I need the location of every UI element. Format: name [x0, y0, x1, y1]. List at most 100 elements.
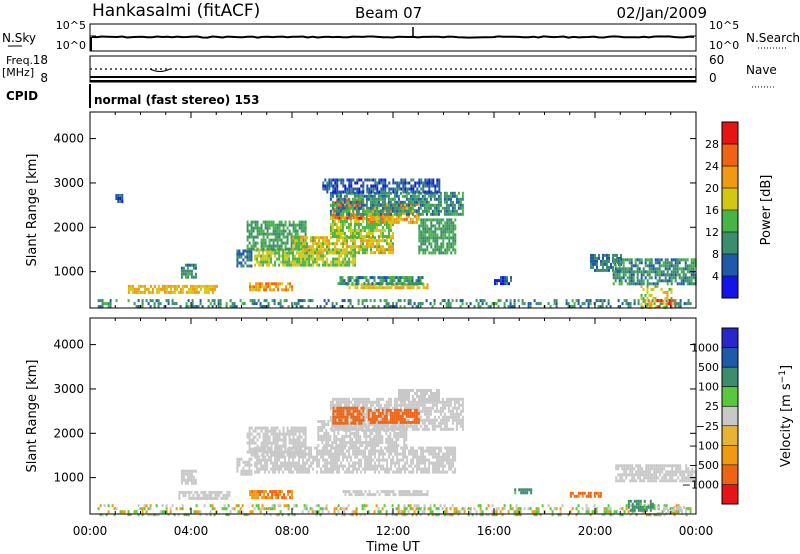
scatter-cell	[266, 450, 269, 454]
scatter-cell	[349, 513, 352, 517]
scatter-cell	[676, 267, 679, 271]
scatter-cell	[349, 229, 352, 232]
scatter-cell	[391, 203, 394, 207]
scatter-cell	[271, 493, 274, 497]
scatter-cell	[463, 507, 466, 511]
scatter-cell	[188, 496, 191, 500]
scatter-cell	[284, 467, 287, 471]
scatter-cell	[387, 223, 390, 226]
scatter-cell	[396, 449, 399, 453]
scatter-cell	[620, 258, 623, 262]
scatter-cell	[344, 452, 347, 456]
scatter-cell	[655, 513, 658, 517]
scatter-cell	[260, 263, 263, 267]
scatter-cell	[300, 257, 303, 261]
scatter-cell	[195, 290, 198, 294]
scatter-cell	[428, 190, 431, 194]
scatter-cell	[265, 496, 268, 500]
scatter-cell	[260, 232, 263, 236]
scatter-cell	[359, 438, 362, 441]
scatter-cell	[253, 302, 256, 306]
scatter-cell	[380, 248, 382, 252]
scatter-cell	[266, 458, 269, 462]
scatter-cell	[389, 212, 392, 216]
scatter-cell	[348, 257, 351, 261]
scatter-cell	[258, 432, 261, 436]
scatter-cell	[345, 200, 348, 204]
scatter-cell	[521, 299, 524, 303]
scatter-cell	[266, 467, 269, 471]
scatter-cell	[674, 305, 677, 309]
scatter-cell	[186, 263, 189, 267]
scatter-cell	[369, 194, 372, 198]
scatter-cell	[347, 504, 350, 508]
scatter-cell	[379, 229, 382, 232]
scatter-cell	[191, 287, 194, 291]
scatter-cell	[194, 469, 197, 473]
scatter-cell	[398, 490, 401, 494]
scatter-cell	[345, 206, 348, 210]
scatter-cell	[652, 296, 655, 300]
scatter-cell	[284, 458, 287, 462]
scatter-cell	[372, 239, 374, 243]
scatter-cell	[388, 251, 390, 255]
scatter-cell	[184, 481, 187, 485]
scatter-cell	[306, 461, 309, 465]
scatter-cell	[180, 481, 183, 485]
scatter-cell	[107, 302, 110, 306]
scatter-cell	[393, 220, 396, 224]
scatter-cell	[407, 302, 410, 306]
scatter-cell	[248, 247, 251, 251]
scatter-cell	[329, 217, 332, 220]
scatter-cell	[365, 217, 368, 220]
scatter-cell	[420, 449, 423, 453]
scatter-cell	[419, 203, 422, 207]
scatter-cell	[323, 444, 326, 447]
scatter-cell	[189, 290, 192, 294]
scatter-cell	[243, 302, 246, 306]
scatter-cell	[658, 305, 661, 309]
scatter-cell	[350, 178, 353, 182]
scatter-cell	[133, 302, 136, 306]
scatter-cell	[256, 453, 259, 457]
scatter-cell	[260, 458, 263, 462]
scatter-cell	[609, 507, 612, 511]
scatter-cell	[296, 441, 299, 445]
scatter-cell	[444, 224, 447, 228]
scatter-cell	[348, 467, 351, 471]
scatter-cell	[331, 226, 334, 229]
scatter-cell	[323, 426, 326, 429]
scatter-cell	[226, 490, 229, 494]
scatter-cell	[411, 276, 414, 280]
scatter-cell	[426, 239, 429, 243]
scatter-cell	[348, 204, 351, 208]
scatter-cell	[676, 282, 679, 286]
scatter-cell	[259, 305, 262, 309]
scatter-cell	[248, 229, 251, 233]
scatter-cell	[537, 510, 540, 514]
scatter-cell	[674, 258, 677, 262]
scatter-cell	[275, 496, 278, 500]
scatter-cell	[272, 263, 275, 267]
scatter-cell	[278, 455, 281, 459]
scatter-cell	[666, 273, 669, 277]
scatter-cell	[371, 232, 374, 235]
scatter-cell	[198, 496, 201, 500]
scatter-cell	[628, 279, 631, 283]
scatter-cell	[192, 475, 195, 479]
scatter-cell	[439, 302, 442, 306]
nave-label: Nave	[746, 63, 777, 77]
scatter-cell	[202, 490, 205, 494]
scatter-cell	[301, 299, 304, 303]
scatter-cell	[604, 259, 606, 263]
scatter-cell	[577, 504, 580, 508]
scatter-cell	[403, 209, 406, 213]
scatter-cell	[302, 426, 305, 430]
scatter-cell	[275, 490, 278, 494]
scatter-cell	[135, 290, 138, 294]
scatter-cell	[292, 248, 294, 252]
scatter-cell	[334, 216, 337, 220]
scatter-cell	[416, 470, 419, 474]
scatter-cell	[407, 209, 410, 213]
scatter-cell	[370, 178, 373, 182]
